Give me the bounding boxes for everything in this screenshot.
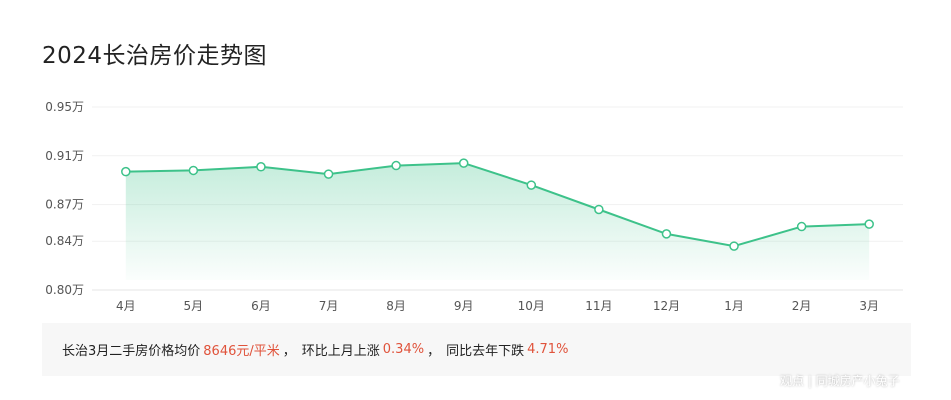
data-point[interactable] <box>256 162 266 172</box>
data-point[interactable] <box>661 229 672 239</box>
mom-text: 环比上月上涨 <box>301 344 380 359</box>
y-tick-label: 0.95万 <box>45 100 84 114</box>
yoy-text: 同比去年下跌 <box>446 344 525 359</box>
mom-value: 0.34% <box>382 342 425 357</box>
chart-title: 2024长治房价走势图 <box>42 43 268 69</box>
data-points <box>121 158 874 251</box>
x-tick-label: 8月 <box>386 299 406 313</box>
data-point[interactable] <box>323 169 334 179</box>
yoy-value: 4.71% <box>527 342 569 357</box>
area-fill <box>125 163 870 280</box>
data-point[interactable] <box>796 221 807 232</box>
x-tick-label: 7月 <box>319 299 339 313</box>
y-tick-label: 0.87万 <box>45 198 84 212</box>
data-point[interactable] <box>594 204 604 215</box>
data-point[interactable] <box>458 158 469 168</box>
x-tick-label: 12月 <box>653 299 680 313</box>
data-point[interactable] <box>188 165 199 176</box>
x-tick-label: 4月 <box>116 299 136 313</box>
data-point[interactable] <box>526 180 537 190</box>
x-axis-labels: 4月 5月 6月 7月 8月 9月 10月 11月 12月 1月 2月 3月 <box>116 299 879 313</box>
y-tick-label: 0.80万 <box>45 283 84 297</box>
data-point[interactable] <box>864 219 874 229</box>
y-axis-labels: 0.95万 0.91万 0.87万 0.84万 0.80万 <box>45 100 84 297</box>
data-point[interactable] <box>391 160 401 171</box>
x-tick-label: 1月 <box>724 299 744 313</box>
x-tick-label: 5月 <box>184 299 204 313</box>
summary-separator-1: ， <box>282 344 296 359</box>
average-price: 8646元/平米 <box>203 344 280 359</box>
summary-prefix: 长治3月二手房价格均价 <box>62 344 201 359</box>
price-line <box>125 162 870 248</box>
price-trend-chart: 0.95万 0.91万 0.87万 0.84万 0.80万 4月 5月 6月 7月 8月 9月 10… <box>45 100 903 313</box>
x-tick-label: 10月 <box>518 299 545 313</box>
x-tick-label: 2月 <box>792 299 812 313</box>
y-tick-label: 0.84万 <box>45 234 84 248</box>
x-tick-label: 9月 <box>454 299 474 313</box>
x-tick-label: 6月 <box>251 299 271 313</box>
x-tick-label: 11月 <box>585 299 612 313</box>
data-point[interactable] <box>729 241 739 251</box>
x-tick-label: 3月 <box>859 299 879 313</box>
data-point[interactable] <box>121 166 131 177</box>
price-summary-box: 长治3月二手房价格均价 8646元/平米 ， 环比上月上涨 0.34% ， 同比… <box>42 323 911 376</box>
summary-separator-2: ， <box>427 344 441 359</box>
watermark-text: 观点 | 同城房产小兔子 <box>780 374 900 388</box>
y-tick-label: 0.91万 <box>45 149 84 163</box>
